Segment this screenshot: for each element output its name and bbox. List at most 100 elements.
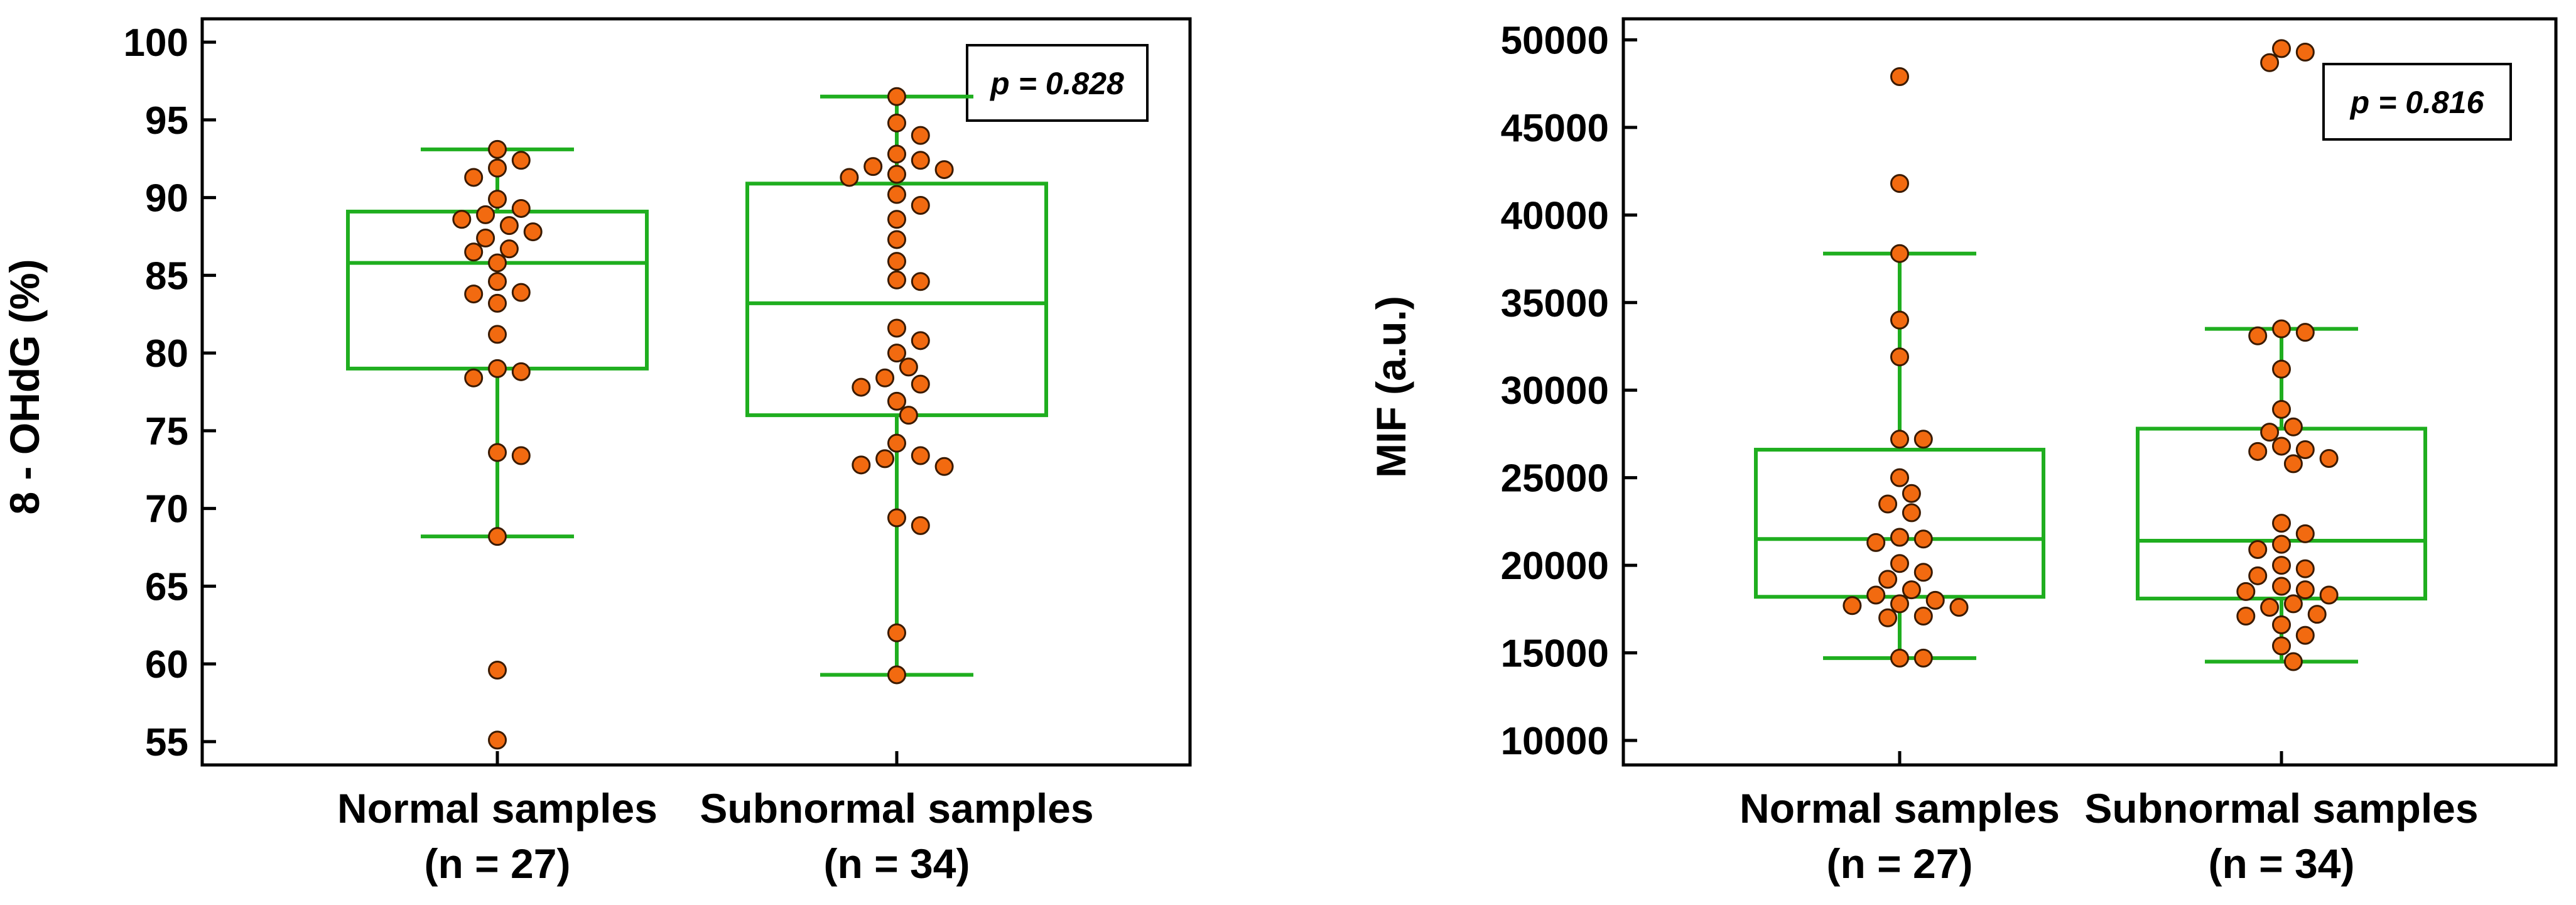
data-point [476,205,495,224]
data-point [2248,442,2268,461]
data-point [2272,436,2291,456]
data-point [1890,174,1909,193]
data-point [488,527,507,546]
y-tick-label: 20000 [1501,545,1609,588]
category-n-label: (n = 27) [1827,840,1973,887]
data-point [887,318,906,338]
data-point [1949,598,1969,617]
data-point [464,368,484,387]
data-point [1890,347,1909,367]
y-tick-label: 95 [145,99,188,143]
category-label: Subnormal samples [700,785,1093,832]
data-point [511,446,531,465]
data-point [488,253,507,273]
data-point [1878,608,1898,627]
data-point [2272,359,2291,379]
data-point [2272,534,2291,554]
data-point [887,270,906,290]
category-label: Subnormal samples [2084,785,2478,832]
category-label: Normal samples [337,785,658,832]
y-tick-label: 60 [145,643,188,686]
data-point [2272,39,2291,58]
data-point [1902,503,1921,523]
data-point [911,151,930,170]
data-point [464,242,484,262]
data-point [476,228,495,247]
data-point [2295,323,2315,342]
data-point [887,623,906,642]
data-point [1843,596,1862,615]
y-tick-label: 80 [145,332,188,376]
data-point [1890,244,1909,263]
data-point [887,185,906,204]
data-point [1890,430,1909,449]
data-point [488,359,507,378]
y-tick-label: 70 [145,488,188,531]
data-point [840,168,859,187]
data-point [1913,648,1933,668]
data-point [488,661,507,680]
data-point [934,160,954,180]
data-point [2283,594,2303,614]
p-value-box [966,44,1149,122]
y-tick-label: 30000 [1501,369,1609,413]
y-axis-label: 8 - OHdG (%) [1,259,48,515]
data-point [2319,585,2339,605]
data-point [1878,570,1898,589]
data-point [499,239,519,259]
data-point [887,508,906,528]
plot-frame [200,17,1192,767]
data-point [511,283,531,302]
data-point [1890,67,1909,87]
category-n-label: (n = 34) [824,840,970,887]
data-point [863,157,883,176]
data-point [1890,310,1909,330]
y-axis-label: MIF (a.u.) [1368,296,1414,478]
data-point [2295,559,2315,578]
group-1: Normal samples (n = 27) [337,139,658,887]
data-point [488,190,507,209]
category-label: Normal samples [1740,785,2060,832]
group-2: Subnormal samples (n = 34) [700,87,1094,887]
data-point [887,230,906,249]
data-point [1890,468,1909,487]
p-value-box [2322,63,2512,141]
data-point [2248,539,2268,559]
group-1: Normal samples (n = 27) [1740,67,2060,887]
data-point [2283,652,2303,671]
data-point [911,196,930,215]
data-point [488,730,507,750]
y-tick-label: 75 [145,410,188,453]
data-point [875,449,895,469]
y-tick-label: 50000 [1501,19,1609,62]
data-point [899,357,918,377]
y-tick-label: 90 [145,177,188,220]
data-point [464,168,484,187]
data-point [887,87,906,106]
data-point [1913,563,1933,582]
y-tick-label: 45000 [1501,107,1609,150]
data-point [2260,423,2280,442]
data-point [2260,53,2280,72]
data-point [2236,582,2256,601]
data-point [887,433,906,453]
data-point [887,344,906,363]
data-point [1890,554,1909,573]
data-point [1902,484,1921,503]
data-point [2272,556,2291,575]
data-point [887,210,906,229]
data-point [1913,529,1933,549]
data-point [488,443,507,462]
data-point [911,446,930,465]
data-point [2236,606,2256,626]
data-point [2295,440,2315,460]
data-point [488,158,507,178]
y-tick-label: 100 [124,21,188,65]
y-tick-label: 10000 [1501,720,1609,763]
data-point [511,362,531,381]
data-point [1913,606,1933,626]
data-point [488,293,507,313]
chart-panel-1: 100 95 90 85 80 75 70 65 60 55 8 - OHdG (%) p = 0.8… [1,17,1192,887]
data-point [887,113,906,133]
